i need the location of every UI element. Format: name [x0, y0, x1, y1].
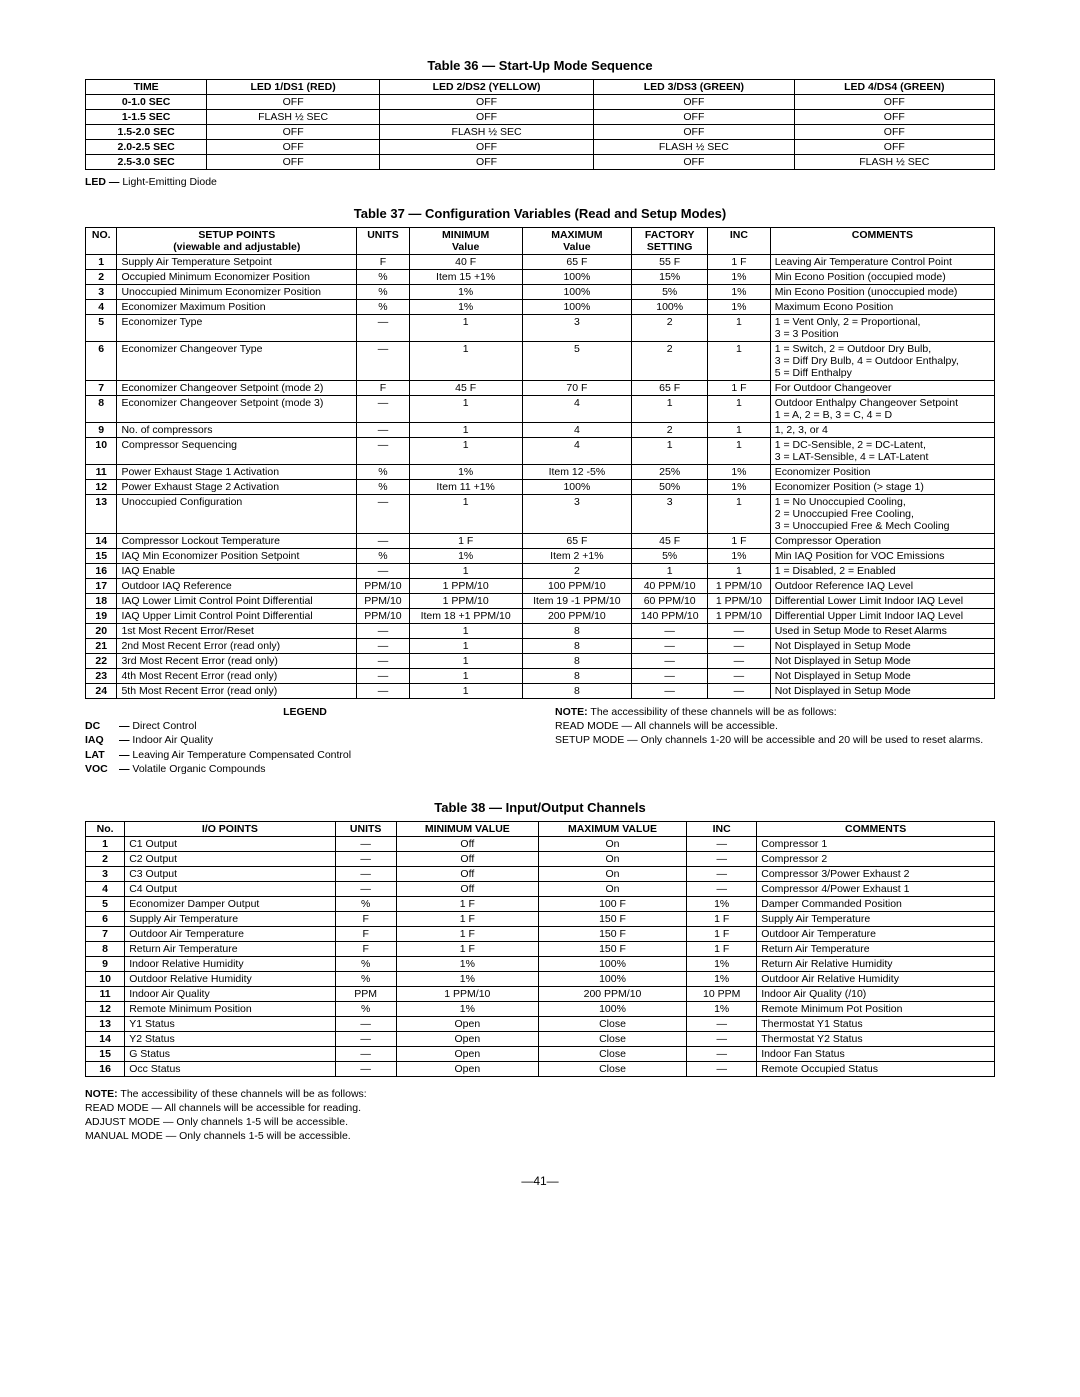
legend-item: VOC— Volatile Organic Compounds [85, 762, 525, 776]
table-row: 4Economizer Maximum Position%1%100%100%1… [86, 300, 995, 315]
table-row: 2Occupied Minimum Economizer Position%It… [86, 270, 995, 285]
t38-header: No. [86, 821, 125, 836]
table-row: 2C2 Output—OffOn—Compressor 2 [86, 851, 995, 866]
t36-header: LED 2/DS2 (YELLOW) [379, 80, 593, 95]
table-row: 11Power Exhaust Stage 1 Activation%1%Ite… [86, 465, 995, 480]
table-row: 6Supply Air TemperatureF1 F150 F1 FSuppl… [86, 911, 995, 926]
t36-header: LED 1/DS1 (RED) [207, 80, 380, 95]
t36-header: TIME [86, 80, 207, 95]
table-row: 8Return Air TemperatureF1 F150 F1 FRetur… [86, 941, 995, 956]
table36-title: Table 36 — Start-Up Mode Sequence [85, 58, 995, 73]
t38-header: UNITS [335, 821, 396, 836]
table-row: 16IAQ Enable—12111 = Disabled, 2 = Enabl… [86, 564, 995, 579]
table-row: 5Economizer Damper Output%1 F100 F1%Damp… [86, 896, 995, 911]
table38: No.I/O POINTSUNITSMINIMUM VALUEMAXIMUM V… [85, 821, 995, 1077]
table-row: 12Power Exhaust Stage 2 Activation%Item … [86, 480, 995, 495]
table-row: 3Unoccupied Minimum Economizer Position%… [86, 285, 995, 300]
t37-h-no: NO. [86, 228, 117, 255]
t37-h-units: UNITS [357, 228, 410, 255]
t37-h-fac: FACTORYSETTING [632, 228, 708, 255]
table-row: 13Y1 Status—OpenClose—Thermostat Y1 Stat… [86, 1016, 995, 1031]
t36-header: LED 3/DS3 (GREEN) [594, 80, 794, 95]
table-row: 2.0-2.5 SECOFFOFFFLASH ½ SECOFF [86, 140, 995, 155]
table-row: 9No. of compressors—14211, 2, 3, or 4 [86, 423, 995, 438]
table-row: 14Compressor Lockout Temperature—1 F65 F… [86, 534, 995, 549]
legend-item: IAQ— Indoor Air Quality [85, 733, 525, 747]
t38-header: I/O POINTS [125, 821, 335, 836]
table38-title: Table 38 — Input/Output Channels [85, 800, 995, 815]
table-row: 15IAQ Min Economizer Position Setpoint%1… [86, 549, 995, 564]
table37-title: Table 37 — Configuration Variables (Read… [85, 206, 995, 221]
table-row: 1C1 Output—OffOn—Compressor 1 [86, 836, 995, 851]
table-row: 8Economizer Changeover Setpoint (mode 3)… [86, 396, 995, 423]
t38-header: INC [687, 821, 757, 836]
t37-h-inc: INC [708, 228, 771, 255]
table-row: 19IAQ Upper Limit Control Point Differen… [86, 609, 995, 624]
table-row: 223rd Most Recent Error (read only)—18——… [86, 654, 995, 669]
table-row: 2.5-3.0 SECOFFOFFOFFFLASH ½ SEC [86, 155, 995, 170]
table-row: 1.5-2.0 SECOFFFLASH ½ SECOFFOFF [86, 125, 995, 140]
table36-footnote: LED — Light-Emitting Diode [85, 176, 995, 188]
t37-h-setup: SETUP POINTS(viewable and adjustable) [117, 228, 357, 255]
t38-header: COMMENTS [757, 821, 995, 836]
legend-item: LAT— Leaving Air Temperature Compensated… [85, 748, 525, 762]
t36-header: LED 4/DS4 (GREEN) [794, 80, 994, 95]
table-row: 0-1.0 SECOFFOFFOFFOFF [86, 95, 995, 110]
table-row: 7Outdoor Air TemperatureF1 F150 F1 FOutd… [86, 926, 995, 941]
t37-h-comments: COMMENTS [770, 228, 994, 255]
table-row: 234th Most Recent Error (read only)—18——… [86, 669, 995, 684]
t38-header: MINIMUM VALUE [396, 821, 538, 836]
table-row: 16Occ Status—OpenClose—Remote Occupied S… [86, 1061, 995, 1076]
table-row: 6Economizer Changeover Type—15211 = Swit… [86, 342, 995, 381]
table-row: 212nd Most Recent Error (read only)—18——… [86, 639, 995, 654]
table38-note: NOTE: The accessibility of these channel… [85, 1087, 995, 1144]
table-row: 18IAQ Lower Limit Control Point Differen… [86, 594, 995, 609]
table-row: 1Supply Air Temperature SetpointF40 F65 … [86, 255, 995, 270]
table-row: 7Economizer Changeover Setpoint (mode 2)… [86, 381, 995, 396]
legend-title: LEGEND [85, 705, 525, 719]
table37: NO. SETUP POINTS(viewable and adjustable… [85, 227, 995, 699]
table-row: 5Economizer Type—13211 = Vent Only, 2 = … [86, 315, 995, 342]
table36: TIMELED 1/DS1 (RED)LED 2/DS2 (YELLOW)LED… [85, 79, 995, 170]
table-row: 11Indoor Air QualityPPM1 PPM/10200 PPM/1… [86, 986, 995, 1001]
table-row: 12Remote Minimum Position%1%100%1%Remote… [86, 1001, 995, 1016]
t37-h-min: MINIMUMValue [409, 228, 522, 255]
page-number: —41— [85, 1174, 995, 1188]
legend-item: DC— Direct Control [85, 719, 525, 733]
table37-legend-note: LEGEND DC— Direct ControlIAQ— Indoor Air… [85, 705, 995, 776]
table-row: 15G Status—OpenClose—Indoor Fan Status [86, 1046, 995, 1061]
t37-h-max: MAXIMUMValue [522, 228, 632, 255]
table-row: 1-1.5 SECFLASH ½ SECOFFOFFOFF [86, 110, 995, 125]
t38-header: MAXIMUM VALUE [538, 821, 686, 836]
table-row: 17Outdoor IAQ ReferencePPM/101 PPM/10100… [86, 579, 995, 594]
table-row: 3C3 Output—OffOn—Compressor 3/Power Exha… [86, 866, 995, 881]
table-row: 10Compressor Sequencing—14111 = DC-Sensi… [86, 438, 995, 465]
table-row: 14Y2 Status—OpenClose—Thermostat Y2 Stat… [86, 1031, 995, 1046]
table-row: 245th Most Recent Error (read only)—18——… [86, 684, 995, 699]
table-row: 10Outdoor Relative Humidity%1%100%1%Outd… [86, 971, 995, 986]
table-row: 201st Most Recent Error/Reset—18——Used i… [86, 624, 995, 639]
table-row: 4C4 Output—OffOn—Compressor 4/Power Exha… [86, 881, 995, 896]
table-row: 9Indoor Relative Humidity%1%100%1%Return… [86, 956, 995, 971]
table-row: 13Unoccupied Configuration—13311 = No Un… [86, 495, 995, 534]
